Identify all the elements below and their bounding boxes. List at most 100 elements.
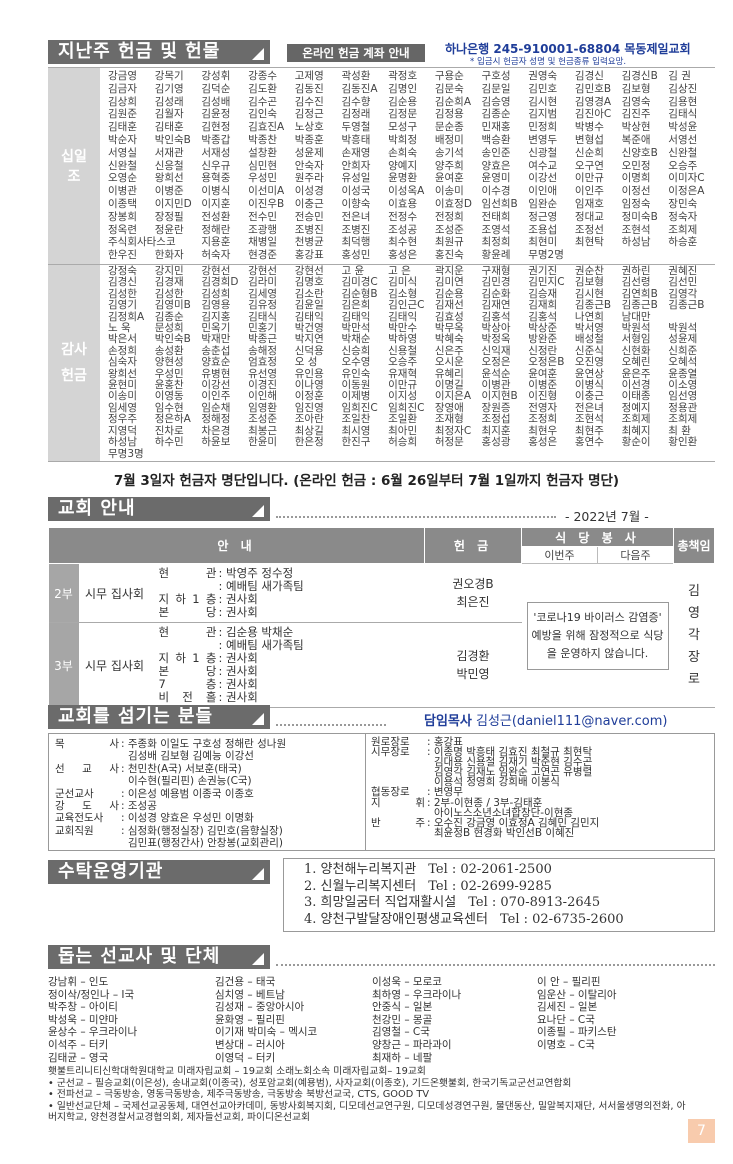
section-title: 수탁운영기관 bbox=[48, 860, 270, 884]
name-row: 노 욱 문성희 민옥기 민홍기 박건영 박만석 박만수 박무옥 박상아 박상준 박서영 박원석 박원석 bbox=[108, 322, 715, 334]
donor-name: 김태훈 bbox=[108, 121, 137, 134]
service-row: 2부 시무 집사회 현 관: 박영주 정수정: 예배팀 새가족팀 지 하 1 층: 권… bbox=[48, 563, 715, 708]
duty-people: : 권사회 bbox=[218, 592, 258, 606]
staff-lines: : 오수진 강금영 이효정A 김혜민 김민지 최윤정B 현경화 박인선B 이혜진 bbox=[427, 817, 599, 838]
staff-row: 목 사: 주종화 이일도 구호성 정해란 성나원 김성배 김보형 김예능 이강선 bbox=[55, 738, 286, 763]
donor-name: 유인용 bbox=[294, 367, 324, 380]
donor-name: 양현성 bbox=[154, 356, 184, 369]
donor-name: 김민경 bbox=[481, 276, 511, 289]
name-row: 지영덕 진차로 차은경 최봉근 최상길 최시영 최아민 최정자C 최지훈 최현우 최현주 최혜지 최 환 bbox=[108, 424, 715, 437]
donor-name: 전성환 bbox=[201, 210, 231, 223]
staff-role: 지 휘 bbox=[371, 796, 425, 809]
staff-line: : 심정화(행정실장) 김민호(음향실장) bbox=[121, 824, 283, 837]
donor-name: 오정은B bbox=[528, 356, 565, 369]
duty-place: 현 관 bbox=[158, 625, 217, 639]
donor-name: 김라미 bbox=[248, 276, 278, 289]
mission-entry: 최재하 – 네팔 bbox=[372, 1051, 433, 1064]
donor-name: 김태훈 bbox=[154, 121, 184, 134]
donor-name: 김성래 bbox=[154, 95, 184, 108]
column-header: 헌 금 bbox=[424, 527, 522, 564]
donor-name: 윤여훈 bbox=[528, 367, 558, 380]
service-name: 2부 bbox=[48, 563, 79, 623]
donor-name: 강종수 bbox=[248, 70, 278, 82]
donor-name: 정숙자 bbox=[668, 210, 698, 223]
donor-name: 김태익 bbox=[294, 310, 324, 323]
donor-name: 하성남 bbox=[108, 436, 137, 449]
donor-name: 채병일 bbox=[248, 236, 278, 249]
staff-line: 이수현(필리핀) 손권능(C국) bbox=[128, 775, 252, 788]
mission-entry: 임운산 – 이탈리아 bbox=[537, 988, 617, 1001]
donor-name: 김월자 bbox=[154, 108, 184, 121]
donor-name: 우성민 bbox=[248, 172, 278, 185]
donor-name: 곽정호 bbox=[388, 70, 418, 82]
donor-name: 윤연상 bbox=[574, 367, 604, 380]
donor-name: 임수현 bbox=[154, 401, 184, 414]
donor-name: 정근영 bbox=[528, 210, 558, 223]
donor-name: 김민지C bbox=[528, 276, 565, 289]
donor-name: 김경신 bbox=[108, 276, 137, 289]
donor-name: 임세영 bbox=[108, 401, 137, 414]
donor-name: 이태종 bbox=[621, 390, 651, 403]
donor-name: 유선영 bbox=[248, 367, 278, 380]
mission-entry: 이성욱 – 모로코 bbox=[372, 976, 442, 988]
donor-name: 한윤미 bbox=[248, 436, 278, 449]
staff-lines: : 2부-이현종 / 3부-김태훈 아이노스소년소녀합창단-이현종 bbox=[427, 797, 573, 818]
donor-name: 김문숙 bbox=[434, 82, 464, 95]
donor-name: 장원증 bbox=[481, 401, 511, 414]
donor-name: 전수민 bbox=[248, 210, 278, 223]
donor-name: 하성남 bbox=[621, 236, 651, 249]
donor-name: 김순화 bbox=[481, 287, 511, 300]
donor-name: 김정래 bbox=[341, 108, 371, 121]
donor-name: 김원준 bbox=[108, 108, 137, 121]
donor-name: 박재만 bbox=[201, 333, 231, 346]
donor-name: 안숙자 bbox=[294, 159, 324, 172]
name-row: 서영실 서재관 서재성 설창환 성윤제 손재영 손희숙 송기석 송인준 신광철 신순희 신양호B 신완철 bbox=[108, 147, 715, 160]
mission-entry: 정이삭/정인나 – I국 bbox=[48, 988, 135, 1001]
donor-name: 김소형 bbox=[388, 287, 418, 300]
donor-name: 김보형 bbox=[621, 82, 651, 95]
donor-name: 고제영 bbox=[294, 70, 324, 82]
pastor-label: 담임목사 bbox=[424, 714, 472, 729]
name-row: 오영순 왕희선 용혁중 우성민 원주라 유성일 윤명환 윤여훈 윤영미 이강선 이만규 이명희 이미자C bbox=[108, 172, 715, 185]
donor-name: 신현화 bbox=[621, 344, 651, 357]
donor-name: 전은녀 bbox=[341, 210, 371, 223]
donor-name: 이송미 bbox=[108, 390, 137, 403]
donor-name: 용혁중 bbox=[201, 172, 231, 185]
donor-name: 송춘섭 bbox=[201, 344, 231, 357]
mission-note: • 전파선교 – 극동방송, 영동극동방송, 제주극동방송, 극동방송 북방선교… bbox=[48, 1089, 430, 1101]
donor-name: 구호성 bbox=[481, 70, 511, 82]
donor-name: 김세영 bbox=[248, 287, 278, 300]
donor-name: 오구연 bbox=[574, 159, 604, 172]
donor-name: 김시현 bbox=[528, 95, 558, 108]
donor-name: 박순자 bbox=[108, 133, 137, 146]
guide-date: - 2022년 7월 - bbox=[565, 509, 649, 524]
donor-name: 허숙자 bbox=[201, 249, 231, 262]
donor-name: 이성경 bbox=[294, 185, 324, 198]
donor-name: 김민호 bbox=[528, 82, 558, 95]
donor-name: 서재성 bbox=[201, 146, 231, 159]
donor-name: 오 성 bbox=[294, 356, 318, 369]
donor-name: 강현선 bbox=[201, 265, 231, 277]
donor-name: 조광행 bbox=[248, 223, 278, 236]
duty-row: : 예배팀 새가족팀 bbox=[159, 580, 425, 593]
donor-name: 신정란 bbox=[528, 344, 558, 357]
name-row: 김영기 김영미B 김영용 김유정 김윤일 김은희 김인근C 김재선 김재연 김재희 김종근B 김종근B… bbox=[108, 299, 715, 311]
donor-name: 김순희A bbox=[434, 95, 472, 108]
donor-name: 최정희 bbox=[481, 236, 511, 249]
donor-name: 김효진A bbox=[248, 121, 285, 134]
donor-name: 최상길 bbox=[294, 424, 324, 437]
mission-entry: 이석주 – 터키 bbox=[48, 1038, 109, 1051]
donor-name: 김시현 bbox=[574, 287, 604, 300]
staff-role: 협동장로 bbox=[371, 786, 410, 799]
name-row: 김성한 김성한 김성희 김세영 김소란 김순형B 김소형 김순용 김순화 김승재 김시현 김연희B 김영… bbox=[108, 287, 715, 300]
name-row: 김상희 김성래 김성배 김수곤 김수진 김수향 김순용 김순희A 김승영 김시현 김영경A 김영숙 김용… bbox=[108, 96, 715, 109]
donor-name: 이향숙 bbox=[341, 197, 371, 210]
donor-name: 설창환 bbox=[248, 146, 278, 159]
staff-lines: : 이성경 양효은 우성민 이명화 bbox=[121, 812, 254, 824]
donor-name: 김지홍 bbox=[201, 310, 231, 323]
donor-name: 김성한 bbox=[154, 287, 184, 300]
donor-name: 윤종열 bbox=[668, 367, 698, 380]
mission-entry: 변상대 – 러시아 bbox=[215, 1038, 285, 1051]
offering-name: 권오경B bbox=[452, 577, 494, 591]
donor-name: 우성민 bbox=[154, 367, 184, 380]
